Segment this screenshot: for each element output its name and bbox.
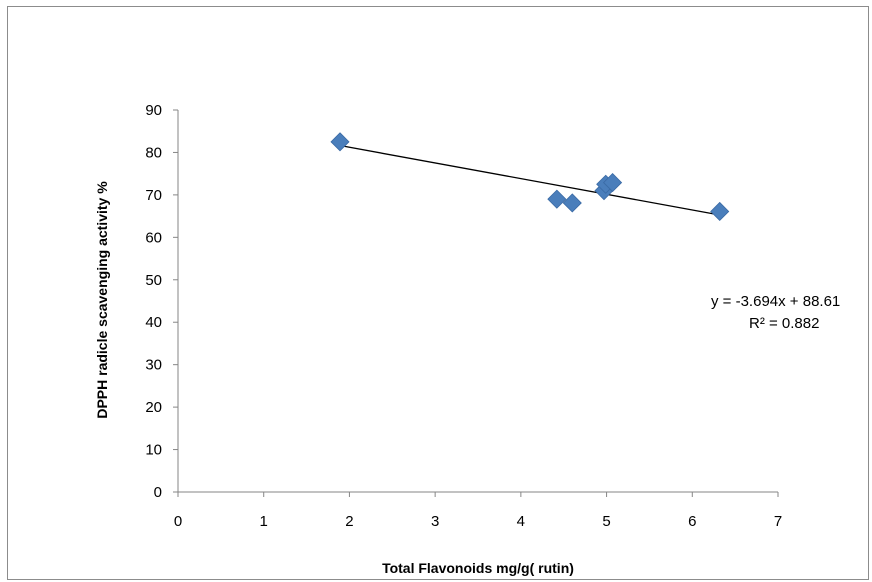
y-axis-title: DPPH radicle scavenging activity %	[94, 181, 110, 419]
chart-frame	[7, 6, 869, 580]
y-tick-label: 30	[145, 357, 162, 374]
data-points	[330, 132, 730, 222]
trend-equation: y = -3.694x + 88.61	[711, 293, 840, 310]
x-tick-label: 0	[174, 513, 182, 530]
trendline	[339, 144, 720, 216]
data-point	[710, 201, 730, 222]
y-tick-label: 40	[145, 314, 162, 331]
x-tick-label: 5	[602, 513, 610, 530]
x-tick-group: 0 1 2 3 4 5 6 7	[174, 492, 782, 530]
data-point	[603, 173, 623, 193]
y-tick-label: 50	[145, 272, 162, 289]
x-tick-label: 3	[431, 513, 439, 530]
y-tick-label: 90	[145, 102, 162, 119]
y-tick-label: 60	[145, 229, 162, 246]
x-axis-title: Total Flavonoids mg/g( rutin)	[382, 560, 574, 576]
y-tick-label: 10	[145, 442, 162, 459]
data-point	[330, 132, 350, 152]
data-point	[562, 193, 582, 213]
trend-r-squared: R² = 0.882	[749, 315, 819, 332]
y-tick-label: 0	[154, 484, 162, 501]
y-tick-group: 0 10 20 30 40 50 60 70 80 90	[145, 102, 178, 501]
y-tick-label: 80	[145, 144, 162, 161]
x-tick-label: 4	[517, 513, 525, 530]
y-tick-label: 70	[145, 187, 162, 204]
x-tick-label: 2	[345, 513, 353, 530]
x-tick-label: 1	[260, 513, 268, 530]
x-tick-label: 7	[774, 513, 782, 530]
y-tick-label: 20	[145, 399, 162, 416]
data-point	[547, 189, 567, 209]
x-tick-label: 6	[688, 513, 696, 530]
